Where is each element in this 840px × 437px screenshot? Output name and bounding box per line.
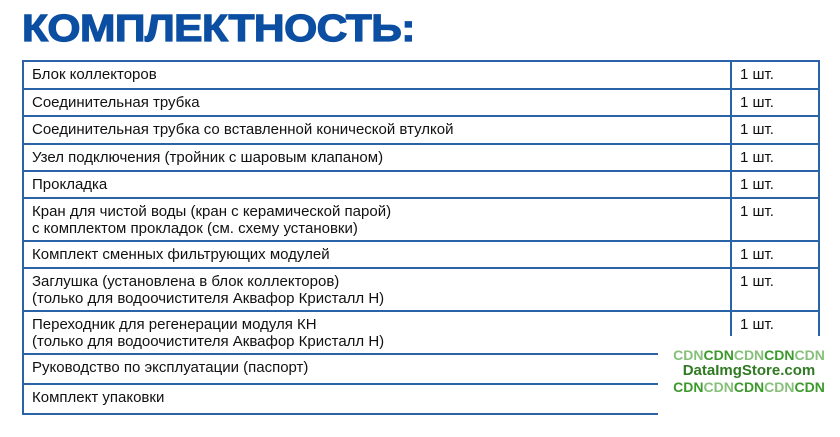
table-row: Блок коллекторов 1 шт. [22, 60, 820, 90]
table-row: Узел подключения (тройник с шаровым клап… [22, 143, 820, 172]
item-name: Кран для чистой воды (кран с керамическо… [32, 203, 392, 220]
item-name-line-2: с комплектом прокладок (см. схему устано… [32, 220, 358, 237]
page-title: КОМПЛЕКТНОСТЬ: [21, 7, 416, 50]
item-cell: Соединительная трубка [22, 88, 732, 117]
qty-cell: 1 шт. [730, 267, 820, 312]
qty-cell: 1 шт. [730, 88, 820, 117]
item-name: Заглушка (установлена в блок коллекторов… [32, 273, 340, 290]
watermark-line-1: CDNCDNCDNCDNCDN [673, 347, 825, 363]
item-cell: Комплект упаковки [22, 383, 732, 415]
qty-cell: 1 шт. [730, 170, 820, 199]
table-row: Переходник для регенерации модуля КН (тол… [22, 310, 820, 355]
item-cell: Узел подключения (тройник с шаровым клап… [22, 143, 732, 172]
table-row: Соединительная трубка 1 шт. [22, 88, 820, 117]
item-name: Комплект сменных фильтрующих модулей [32, 246, 330, 263]
item-name: Комплект упаковки [32, 389, 165, 406]
item-name: Переходник для регенерации модуля КН [32, 316, 317, 333]
qty-cell: 1 шт. [730, 240, 820, 269]
qty-cell: 1 шт. [730, 60, 820, 90]
item-name: Соединительная трубка [32, 94, 200, 111]
qty-cell: 1 шт. [730, 143, 820, 172]
watermark: CDNCDNCDNCDNCDN DataImgStore.com CDNCDNC… [658, 336, 840, 437]
watermark-line-3: CDNCDNCDNCDNCDN [673, 379, 825, 395]
item-name-line-2: (только для водоочистителя Аквафор Крист… [32, 290, 385, 307]
table-row: Заглушка (установлена в блок коллекторов… [22, 267, 820, 312]
qty-cell: 1 шт. [730, 197, 820, 242]
item-cell: Комплект сменных фильтрующих модулей [22, 240, 732, 269]
item-cell: Блок коллекторов [22, 60, 732, 90]
watermark-line-2: DataImgStore.com [682, 362, 816, 379]
item-name: Соединительная трубка со вставленной кон… [32, 121, 454, 138]
table-row: Комплект сменных фильтрующих модулей 1 шт… [22, 240, 820, 269]
qty-cell: 1 шт. [730, 115, 820, 145]
item-cell: Соединительная трубка со вставленной кон… [22, 115, 732, 145]
table-row: Соединительная трубка со вставленной кон… [22, 115, 820, 145]
item-cell: Кран для чистой воды (кран с керамическо… [22, 197, 732, 242]
item-cell: Заглушка (установлена в блок коллекторов… [22, 267, 732, 312]
item-name: Блок коллекторов [32, 66, 157, 83]
item-cell: Переходник для регенерации модуля КН (тол… [22, 310, 732, 355]
item-name: Руководство по эксплуатации (паспорт) [32, 359, 309, 376]
table-row: Прокладка 1 шт. [22, 170, 820, 199]
item-cell: Прокладка [22, 170, 732, 199]
item-cell: Руководство по эксплуатации (паспорт) [22, 353, 732, 385]
item-name-line-2: (только для водоочистителя Аквафор Крист… [32, 333, 385, 350]
item-name: Прокладка [32, 176, 108, 193]
item-name: Узел подключения (тройник с шаровым клап… [32, 149, 384, 166]
table-row: Кран для чистой воды (кран с керамическо… [22, 197, 820, 242]
